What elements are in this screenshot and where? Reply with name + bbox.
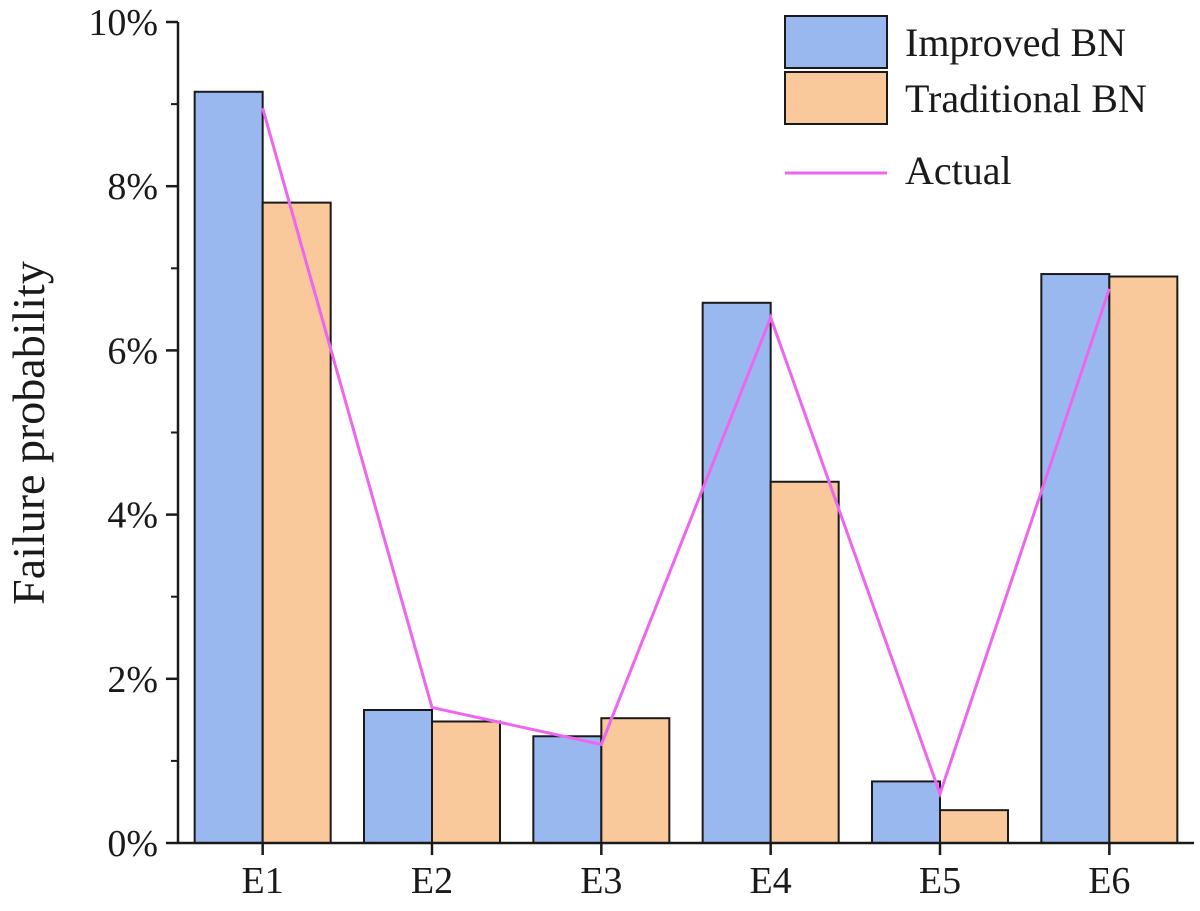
legend-swatch-traditional-bn <box>784 71 888 125</box>
x-tick-label-e5: E5 <box>919 860 961 902</box>
bar-traditional-bn-e2 <box>431 720 501 845</box>
y-tick-label: 4% <box>107 495 158 537</box>
bars-layer <box>193 90 1179 845</box>
bar-improved-bn-e5 <box>871 780 941 844</box>
x-tick-label-e6: E6 <box>1088 860 1130 902</box>
y-tick-label: 2% <box>107 659 158 701</box>
legend-label-improved-bn: Improved BN <box>905 20 1126 65</box>
bar-improved-bn-e1 <box>193 90 264 845</box>
x-tick-label-e3: E3 <box>580 860 622 902</box>
y-tick-label: 8% <box>107 166 158 208</box>
legend-label-actual: Actual <box>905 148 1012 193</box>
bar-traditional-bn-e3 <box>600 717 671 845</box>
legend: Improved BN Traditional BN Actual <box>784 15 1147 193</box>
axes-layer: 0% 2% 4% 6% 8% 10% E1 E2 E3 E4 E5 E6 <box>88 2 1194 902</box>
bar-improved-bn-e4 <box>701 301 772 845</box>
bar-traditional-bn-e4 <box>769 480 840 844</box>
line-actual <box>261 107 1111 799</box>
x-tick-label-e2: E2 <box>411 860 453 902</box>
bar-improved-bn-e6 <box>1040 273 1111 844</box>
bar-traditional-bn-e6 <box>1108 275 1179 844</box>
y-tick-label: 10% <box>88 2 158 44</box>
x-tick-label-e1: E1 <box>242 860 284 902</box>
legend-label-traditional-bn: Traditional BN <box>905 76 1147 121</box>
y-tick-label: 6% <box>107 330 158 372</box>
x-tick-label-e4: E4 <box>750 860 792 902</box>
actual-line-layer <box>261 107 1111 799</box>
y-tick-label: 0% <box>107 823 158 865</box>
bar-traditional-bn-e1 <box>261 201 332 844</box>
y-axis-title: Failure probability <box>3 261 54 605</box>
bar-improved-bn-e2 <box>363 708 433 844</box>
bar-improved-bn-e3 <box>532 735 603 845</box>
bar-traditional-bn-e5 <box>939 809 1009 844</box>
legend-swatch-improved-bn <box>784 15 888 69</box>
